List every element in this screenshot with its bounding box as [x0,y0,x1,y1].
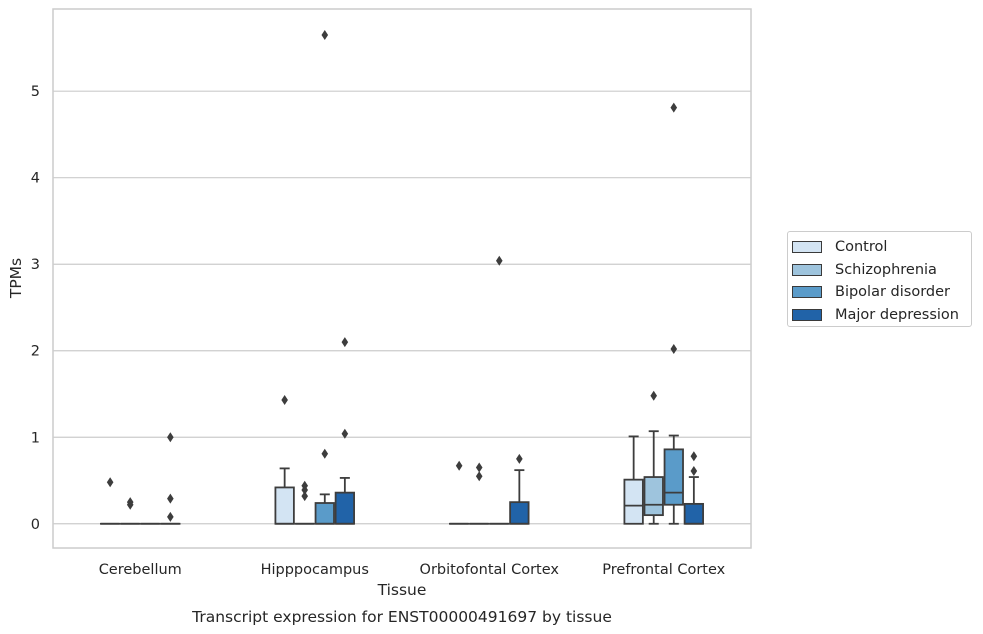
box-schizophrenia [120,497,141,525]
x-tick-label: Prefrontal Cortex [602,562,725,578]
legend-item: Schizophrenia [792,259,971,282]
box-control [623,435,644,525]
box-schizophrenia [294,480,315,525]
legend-swatch [792,241,822,254]
legend-item: Major depression [792,304,971,327]
box-body [623,478,644,525]
outlier-point [495,255,503,266]
outlier-point [167,432,174,443]
x-tick-label: Hipppocampus [261,562,369,578]
outlier-point [341,428,349,439]
box-schizophrenia [643,390,664,525]
box-body [683,502,704,525]
x-axis-ticks: Cerebellum Hipppocampus Orbitofontal Corte… [99,562,726,578]
box-control [100,477,121,525]
chart-title: Transcript expression for ENST0000049169… [191,608,612,626]
outlier-point [321,448,329,459]
outlier-point [475,471,483,482]
box-bipolar-disorder [489,255,510,525]
outlier-point [516,453,523,464]
y-tick-label: 0 [31,517,40,533]
outlier-point [650,390,658,401]
outlier-point [106,477,114,488]
y-tick-label: 1 [31,430,40,446]
plot-area [53,9,751,548]
outlier-point [167,493,174,504]
x-tick-label: Orbitofontal Cortex [420,562,560,578]
legend-swatch [792,263,822,276]
outlier-point [281,395,288,406]
y-axis-label: TPMs [7,258,25,299]
box-major-depression [683,451,704,525]
y-axis-ticks: 0 1 2 3 4 5 [31,84,40,533]
box-body [643,476,664,517]
box-control [274,395,295,525]
box-major-depression [160,432,181,525]
outlier-point [341,337,349,348]
legend: Control Schizophrenia Bipolar disorder Majo… [787,231,972,327]
box-groups [100,29,704,525]
outlier-point [670,344,678,355]
box-body [274,486,295,525]
box-bipolar-disorder [663,102,684,525]
legend-label: Major depression [835,306,959,323]
x-tick-label: Cerebellum [99,562,182,578]
box-body [509,501,530,525]
box-schizophrenia [469,462,490,525]
legend-swatch [792,308,822,321]
box-bipolar-disorder [314,29,335,525]
box-body [334,491,355,525]
outlier-point [167,511,174,522]
legend-swatch [792,286,822,299]
outlier-point [690,451,698,462]
y-tick-label: 5 [31,84,40,100]
box-body [663,448,684,506]
y-tick-label: 4 [31,171,40,187]
y-tick-label: 3 [31,257,40,273]
outlier-point [690,466,698,476]
outlier-point [126,497,134,508]
box-major-depression [334,337,355,525]
outlier-point [301,480,309,491]
legend-label: Control [835,239,888,256]
x-axis-label: Tissue [377,581,427,599]
box-body [314,502,335,525]
outlier-point [455,460,463,471]
outlier-point [475,462,483,473]
legend-item: Bipolar disorder [792,281,971,304]
outlier-point [321,29,329,40]
box-major-depression [509,453,530,525]
legend-item: Control [792,236,971,259]
plot-frame [52,8,752,549]
outlier-point [670,102,678,113]
legend-label: Bipolar disorder [835,284,950,301]
box-control [449,460,470,525]
y-tick-label: 2 [31,344,40,360]
outlier-point [301,491,309,502]
legend-label: Schizophrenia [835,261,937,278]
